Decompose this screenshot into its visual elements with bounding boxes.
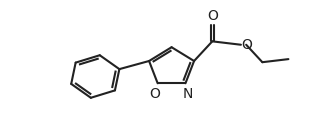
- Text: O: O: [207, 9, 218, 23]
- Text: O: O: [241, 38, 252, 52]
- Text: N: N: [183, 87, 193, 101]
- Text: O: O: [149, 87, 160, 101]
